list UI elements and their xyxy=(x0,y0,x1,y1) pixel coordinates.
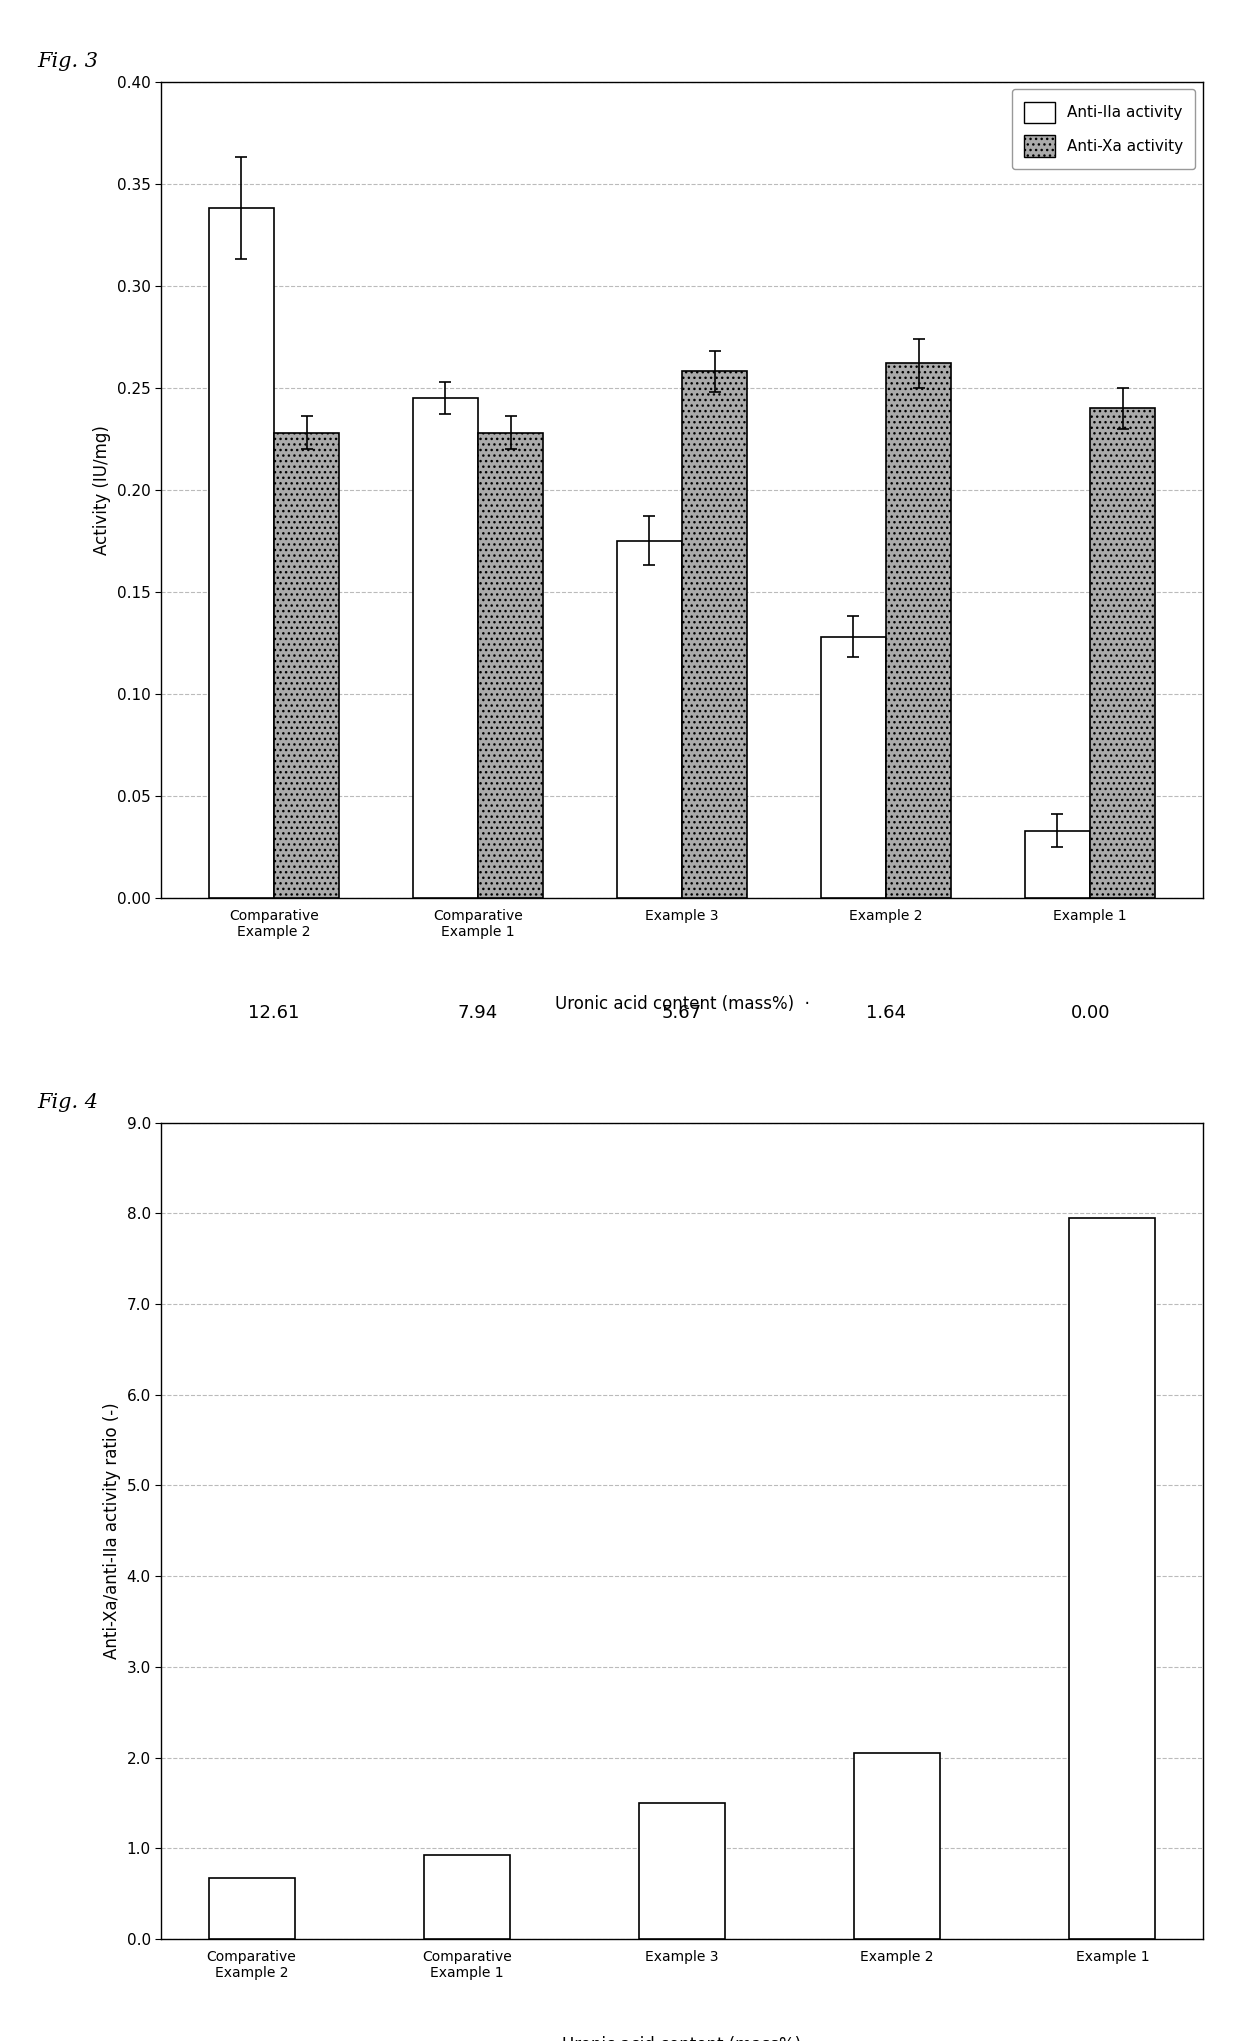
Text: 1.64: 1.64 xyxy=(866,1004,906,1023)
Bar xyxy=(616,541,682,898)
Text: 5.67: 5.67 xyxy=(662,1004,702,1023)
Bar xyxy=(208,1878,295,1939)
Bar xyxy=(821,637,887,898)
Bar xyxy=(682,371,748,898)
Bar xyxy=(413,398,477,898)
Bar xyxy=(1024,831,1090,898)
Text: 0.00: 0.00 xyxy=(1070,1004,1110,1023)
Text: 7.94: 7.94 xyxy=(458,1004,498,1023)
Bar xyxy=(639,1802,725,1939)
Bar xyxy=(854,1753,940,1939)
Bar xyxy=(887,363,951,898)
X-axis label: Uronic acid content (mass%): Uronic acid content (mass%) xyxy=(563,2035,801,2041)
Bar xyxy=(1069,1218,1156,1939)
Bar xyxy=(1090,408,1156,898)
Bar xyxy=(424,1855,510,1939)
Bar xyxy=(274,433,340,898)
Y-axis label: Anti-Xa/anti-IIa activity ratio (-): Anti-Xa/anti-IIa activity ratio (-) xyxy=(103,1402,122,1659)
X-axis label: Uronic acid content (mass%)  ·: Uronic acid content (mass%) · xyxy=(554,994,810,1012)
Bar xyxy=(208,208,274,898)
Legend: Anti-IIa activity, Anti-Xa activity: Anti-IIa activity, Anti-Xa activity xyxy=(1012,90,1195,169)
Text: Fig. 4: Fig. 4 xyxy=(37,1094,98,1112)
Text: Fig. 3: Fig. 3 xyxy=(37,53,98,71)
Y-axis label: Activity (IU/mg): Activity (IU/mg) xyxy=(93,425,112,555)
Text: 12.61: 12.61 xyxy=(248,1004,300,1023)
Bar xyxy=(477,433,543,898)
